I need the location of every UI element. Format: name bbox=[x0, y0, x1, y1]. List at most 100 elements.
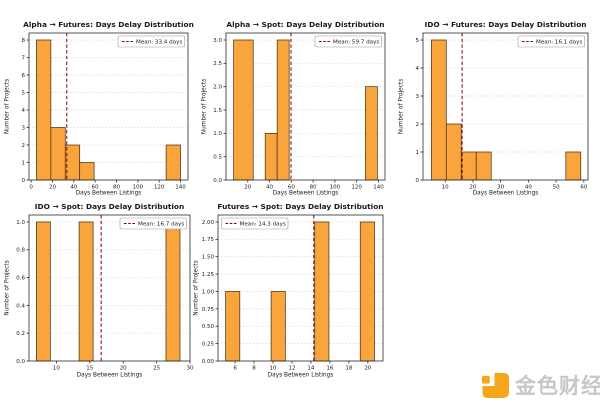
x-tick-label: 30 bbox=[187, 366, 194, 372]
x-tick-label: 30 bbox=[497, 185, 504, 191]
chart-title: Alpha → Spot: Days Delay Distribution bbox=[226, 20, 384, 29]
y-tick-label: 0.2 bbox=[16, 331, 25, 337]
histogram-bar bbox=[565, 151, 582, 181]
x-axis-label: Days Between Listings bbox=[473, 191, 539, 197]
y-tick-label: 1.0 bbox=[213, 131, 222, 137]
histogram-svg: 10 15 20 25 30 0.0 0.2 0.4 0.6 0.8 1.0 IDO → Spot: … bbox=[5, 202, 194, 379]
x-tick-label: 10 bbox=[53, 366, 60, 372]
y-tick-label: 3.0 bbox=[213, 38, 222, 44]
y-tick-label: 0.25 bbox=[202, 342, 215, 348]
y-tick-label: 5 bbox=[416, 38, 420, 44]
x-tick-label: 120 bbox=[154, 185, 165, 191]
legend-box bbox=[117, 35, 185, 48]
histogram-bar bbox=[430, 39, 447, 181]
x-tick-label: 18 bbox=[345, 366, 352, 372]
y-tick-label: 1.0 bbox=[16, 220, 25, 226]
y-axis-label: Number of Projects bbox=[399, 79, 405, 134]
legend-box bbox=[314, 35, 382, 48]
x-tick-label: 80 bbox=[113, 185, 120, 191]
histogram-bar bbox=[460, 151, 477, 181]
histogram-svg: 20 40 60 80 100 120 140 0.0 0.5 1.0 1.5 2.0 2.5 3.0 Al… bbox=[202, 20, 386, 197]
x-tick-label: 10 bbox=[270, 366, 277, 372]
x-tick-label: 40 bbox=[266, 185, 273, 191]
histogram-bar bbox=[365, 86, 378, 181]
logo-j-shape bbox=[482, 372, 509, 398]
histogram-bar bbox=[276, 39, 290, 181]
x-tick-label: 100 bbox=[330, 185, 341, 191]
y-tick-label: 1.25 bbox=[202, 272, 215, 278]
x-tick-label: 20 bbox=[49, 185, 56, 191]
y-axis-label: Number of Projects bbox=[202, 79, 208, 134]
x-tick-label: 120 bbox=[351, 185, 362, 191]
legend: Mean: 59.7 days bbox=[314, 35, 382, 48]
chart-title: IDO → Futures: Days Delay Distribution bbox=[424, 20, 586, 29]
x-tick-label: 20 bbox=[364, 366, 371, 372]
histogram-bar bbox=[165, 221, 181, 362]
chart-futures-to-spot: 6 8 10 12 14 16 18 20 0.00 0.25 0.50 0.75 1.00 1.25 1.… bbox=[190, 198, 389, 380]
legend-box bbox=[517, 35, 585, 48]
histogram-bar bbox=[35, 221, 51, 362]
histogram-bar bbox=[78, 221, 94, 362]
y-tick-label: 0.75 bbox=[202, 307, 215, 313]
watermark: 金色财经 bbox=[482, 370, 600, 400]
x-tick-label: 8 bbox=[252, 366, 256, 372]
x-tick-label: 14 bbox=[307, 366, 314, 372]
plot-border bbox=[28, 214, 191, 362]
x-tick-label: 140 bbox=[175, 185, 186, 191]
legend-label: Mean: 59.7 days bbox=[333, 40, 379, 46]
y-axis-label: Number of Projects bbox=[5, 260, 11, 315]
histogram-bar bbox=[79, 162, 95, 181]
histogram-bar bbox=[64, 144, 81, 181]
histogram-svg: 0 20 40 60 80 100 120 140 0 1 2 3 4 5 6 7 8 Alpha → Futur… bbox=[5, 20, 194, 197]
plot-border bbox=[217, 214, 384, 362]
y-tick-label: 0.0 bbox=[213, 178, 222, 184]
x-tick-label: 140 bbox=[373, 185, 384, 191]
histogram-bar bbox=[314, 221, 330, 362]
y-tick-label: 0 bbox=[416, 178, 420, 184]
legend-box bbox=[221, 217, 289, 230]
histogram-bar bbox=[36, 39, 52, 181]
plot-border bbox=[422, 32, 589, 181]
histogram-bar bbox=[475, 151, 492, 181]
y-tick-label: 1.75 bbox=[202, 237, 215, 243]
x-tick-label: 6 bbox=[233, 366, 237, 372]
x-tick-label: 25 bbox=[153, 366, 160, 372]
x-tick-label: 60 bbox=[92, 185, 99, 191]
y-tick-label: 2.0 bbox=[213, 85, 222, 91]
y-tick-label: 2 bbox=[416, 122, 420, 128]
chart-title: Alpha → Futures: Days Delay Distribution bbox=[23, 20, 194, 29]
x-tick-label: 60 bbox=[580, 185, 587, 191]
plot-border bbox=[28, 32, 189, 181]
x-tick-label: 0 bbox=[29, 185, 33, 191]
y-tick-label: 2 bbox=[22, 143, 26, 149]
y-tick-label: 0.00 bbox=[202, 359, 215, 365]
y-tick-label: 1 bbox=[22, 160, 26, 166]
legend-label: Mean: 16.1 days bbox=[536, 40, 582, 46]
y-tick-label: 6 bbox=[22, 73, 26, 79]
x-tick-label: 50 bbox=[553, 185, 560, 191]
legend-box bbox=[119, 217, 187, 230]
watermark-text: 金色财经 bbox=[515, 374, 600, 398]
y-tick-label: 8 bbox=[22, 38, 26, 44]
y-axis-label: Number of Projects bbox=[5, 79, 11, 134]
y-tick-label: 0 bbox=[22, 178, 26, 184]
legend: Mean: 16.7 days bbox=[119, 217, 187, 230]
x-tick-label: 40 bbox=[525, 185, 532, 191]
x-axis-label: Days Between Listings bbox=[76, 191, 142, 197]
y-tick-label: 0.50 bbox=[202, 324, 215, 330]
histogram-bar bbox=[270, 291, 286, 362]
x-tick-label: 40 bbox=[70, 185, 77, 191]
legend: Mean: 33.4 days bbox=[117, 35, 185, 48]
y-tick-label: 3 bbox=[22, 125, 26, 131]
x-tick-label: 15 bbox=[86, 366, 93, 372]
chart-ido-to-spot: 10 15 20 25 30 0.0 0.2 0.4 0.6 0.8 1.0 IDO → Spot: … bbox=[1, 198, 197, 380]
legend-label: Mean: 14.3 days bbox=[240, 222, 286, 228]
plot-border bbox=[225, 32, 386, 181]
y-tick-label: 4 bbox=[22, 108, 26, 114]
y-tick-label: 0.0 bbox=[16, 359, 25, 365]
y-tick-label: 7 bbox=[22, 55, 26, 61]
y-tick-label: 1.5 bbox=[213, 108, 222, 114]
histogram-bar bbox=[359, 221, 375, 362]
y-tick-label: 5 bbox=[22, 90, 26, 96]
